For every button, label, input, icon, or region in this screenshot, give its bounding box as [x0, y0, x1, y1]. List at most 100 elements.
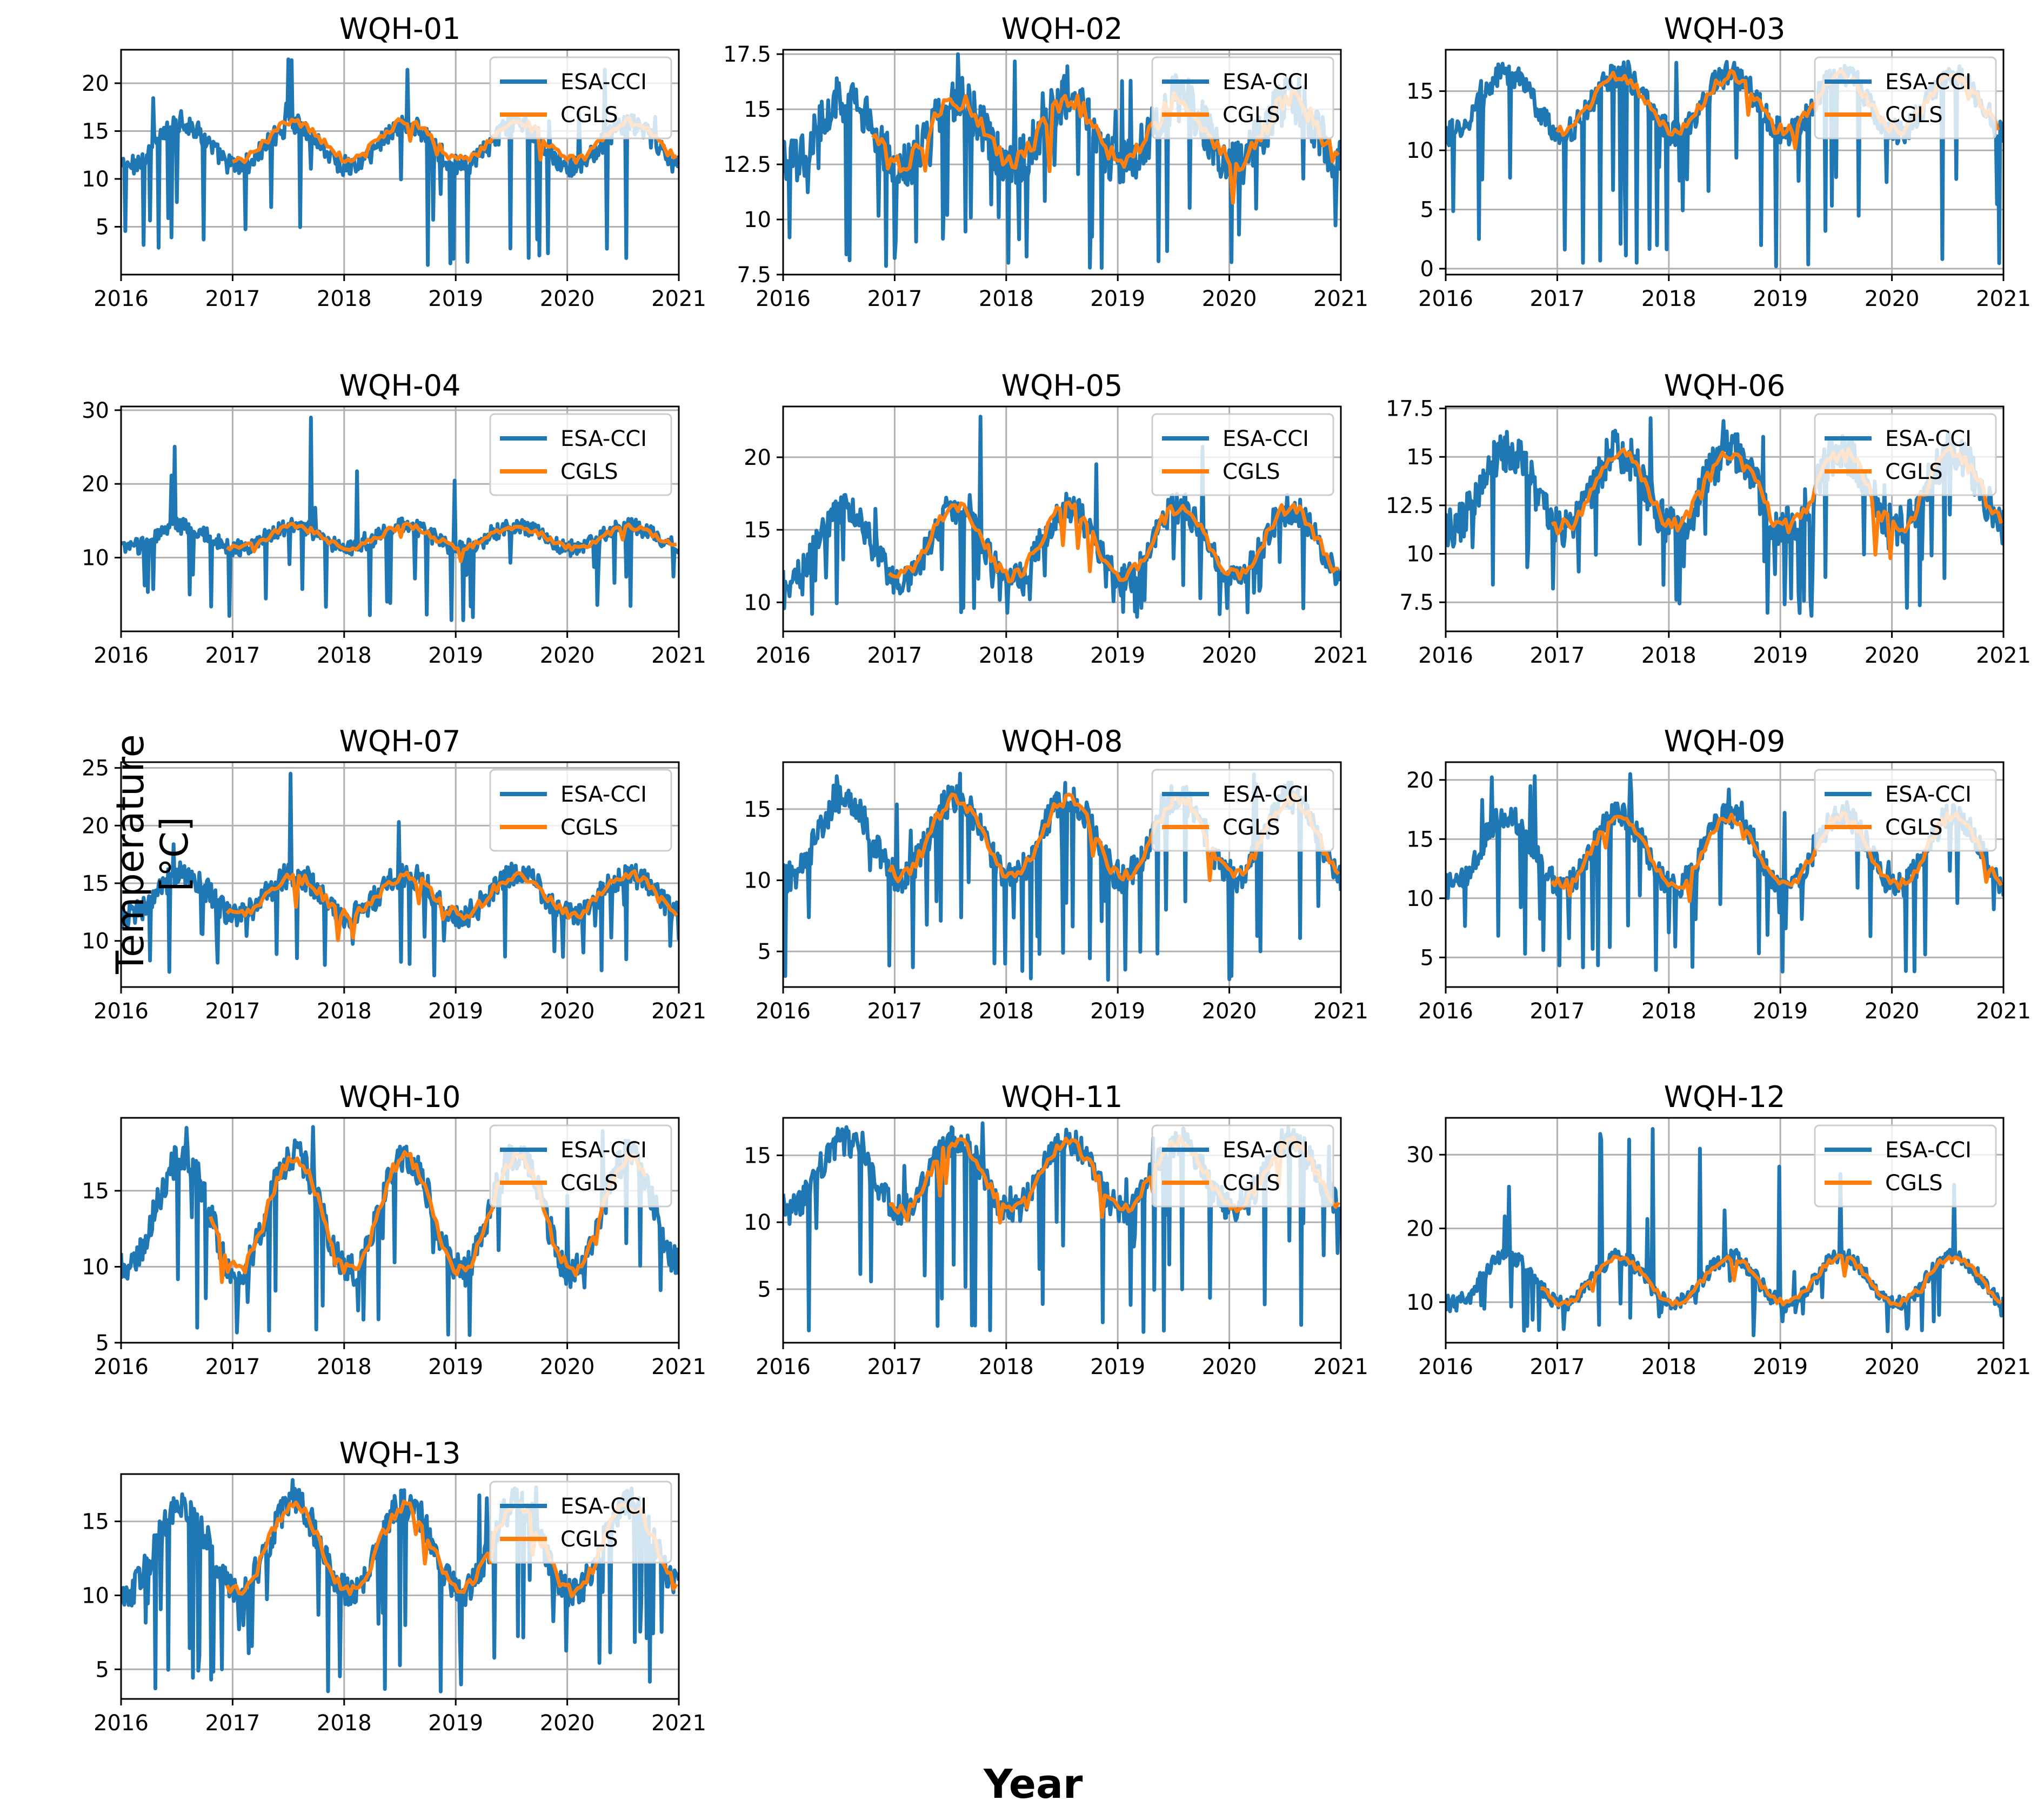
legend-box [489, 769, 672, 852]
legend-box [1814, 1124, 1997, 1208]
x-tick-label: 2018 [317, 1355, 372, 1379]
series-line-esa-cci [1446, 416, 2003, 618]
y-tick-label: 10 [82, 1255, 109, 1279]
y-tick-label: 15 [1406, 827, 1434, 852]
x-tick-label: 2020 [540, 286, 595, 311]
chart-title: WQH-01 [339, 12, 461, 46]
plot-frame [120, 1473, 680, 1700]
chart-title: WQH-02 [1001, 12, 1123, 46]
chart-panel-8: WQH-08 2016 2017 2018 2019 2020 2021 5 10 15 ESA-C… [744, 724, 1368, 1024]
x-tick-label: 2017 [205, 1711, 260, 1736]
x-tick-label: 2020 [1865, 643, 1920, 668]
x-tick-label: 2019 [1090, 999, 1145, 1024]
x-tick-label: 2017 [867, 643, 923, 668]
y-tick-label: 10 [82, 167, 109, 192]
x-tick-label: 2020 [540, 1711, 595, 1736]
legend-box [1814, 413, 1997, 496]
y-tick-label: 15 [82, 1179, 109, 1204]
legend-label-esa-cci: ESA-CCI [560, 782, 647, 807]
plot-frame [782, 1117, 1342, 1344]
chart-title: WQH-10 [339, 1080, 461, 1114]
x-tick-label: 2019 [428, 643, 483, 668]
plot-frame [782, 49, 1342, 276]
x-tick-label: 2021 [651, 286, 706, 311]
y-tick-label: 15 [744, 97, 771, 122]
x-tick-label: 2016 [93, 286, 149, 311]
legend-box [489, 1124, 672, 1208]
y-tick-label: 20 [1406, 768, 1434, 793]
y-tick-label: 10 [1406, 542, 1434, 567]
x-tick-label: 2021 [1976, 643, 2031, 668]
x-tick-label: 2020 [1865, 286, 1920, 311]
chart-panel-10: WQH-10 2016 2017 2018 2019 2020 2021 5 10 15 ESA-C… [82, 1080, 706, 1379]
x-tick-label: 2018 [317, 643, 372, 668]
y-tick-label: 15 [744, 1143, 771, 1168]
y-tick-label: 15 [82, 871, 109, 896]
x-tick-label: 2017 [205, 999, 260, 1024]
y-tick-label: 10 [744, 208, 771, 232]
chart-title: WQH-03 [1664, 12, 1786, 46]
chart-title: WQH-11 [1001, 1080, 1123, 1114]
plot-frame [1445, 761, 2005, 988]
legend-label-esa-cci: ESA-CCI [1223, 70, 1309, 95]
y-tick-label: 12.5 [723, 152, 771, 177]
y-tick-label: 20 [82, 472, 109, 497]
x-tick-label: 2021 [651, 643, 706, 668]
x-tick-label: 2018 [979, 643, 1034, 668]
x-tick-label: 2020 [1202, 643, 1257, 668]
plot-frame [782, 761, 1342, 988]
y-tick-label: 10 [744, 1210, 771, 1235]
y-tick-label: 30 [82, 398, 109, 423]
legend-label-esa-cci: ESA-CCI [560, 426, 647, 451]
legend-label-cgls: CGLS [1223, 1171, 1280, 1196]
y-tick-label: 15 [744, 797, 771, 822]
y-tick-label: 25 [82, 756, 109, 781]
x-tick-label: 2018 [317, 1711, 372, 1736]
legend-label-cgls: CGLS [1885, 815, 1943, 840]
x-tick-label: 2021 [1313, 643, 1368, 668]
legend-label-cgls: CGLS [1223, 815, 1280, 840]
legend-box [489, 413, 672, 496]
x-tick-label: 2016 [93, 999, 149, 1024]
legend-label-esa-cci: ESA-CCI [560, 70, 647, 95]
x-tick-label: 2021 [1313, 286, 1368, 311]
x-tick-label: 2020 [540, 1355, 595, 1379]
x-tick-label: 2019 [1090, 1355, 1145, 1379]
chart-panel-13: WQH-13 2016 2017 2018 2019 2020 2021 5 10 15 ESA-C… [82, 1436, 706, 1736]
x-tick-label: 2018 [1641, 643, 1696, 668]
chart-title: WQH-08 [1001, 724, 1123, 758]
x-tick-label: 2021 [651, 999, 706, 1024]
y-tick-label: 10 [82, 929, 109, 954]
legend-label-cgls: CGLS [560, 459, 618, 484]
x-tick-label: 2016 [1418, 1355, 1473, 1379]
legend-label-esa-cci: ESA-CCI [1885, 426, 1972, 451]
y-tick-label: 20 [82, 814, 109, 838]
x-tick-label: 2017 [1530, 286, 1585, 311]
chart-panel-4: WQH-04 2016 2017 2018 2019 2020 2021 10 20 30 ESA-… [82, 369, 706, 668]
y-tick-label: 20 [744, 445, 771, 470]
plot-frame [120, 761, 680, 988]
y-tick-label: 10 [1406, 1290, 1434, 1315]
y-tick-label: 5 [758, 1277, 771, 1302]
legend-label-esa-cci: ESA-CCI [1223, 782, 1309, 807]
legend: ESA-CCI CGLS [1151, 769, 1334, 852]
x-tick-label: 2019 [1753, 643, 1808, 668]
legend-label-esa-cci: ESA-CCI [1223, 1138, 1309, 1163]
chart-title: WQH-12 [1664, 1080, 1786, 1114]
x-tick-label: 2020 [1202, 999, 1257, 1024]
x-tick-label: 2018 [979, 286, 1034, 311]
legend: ESA-CCI CGLS [1814, 413, 1997, 496]
series-line-cgls [232, 116, 678, 165]
series-line-cgls [887, 501, 1339, 584]
x-tick-label: 2018 [317, 999, 372, 1024]
legend: ESA-CCI CGLS [489, 413, 672, 496]
legend: ESA-CCI CGLS [1814, 56, 1997, 139]
x-tick-label: 2016 [93, 643, 149, 668]
series-line-esa-cci [121, 57, 679, 267]
plot-frame [120, 49, 680, 276]
x-tick-label: 2020 [1202, 286, 1257, 311]
legend: ESA-CCI CGLS [1814, 1124, 1997, 1208]
x-tick-label: 2021 [1313, 1355, 1368, 1379]
x-tick-label: 2016 [756, 1355, 811, 1379]
